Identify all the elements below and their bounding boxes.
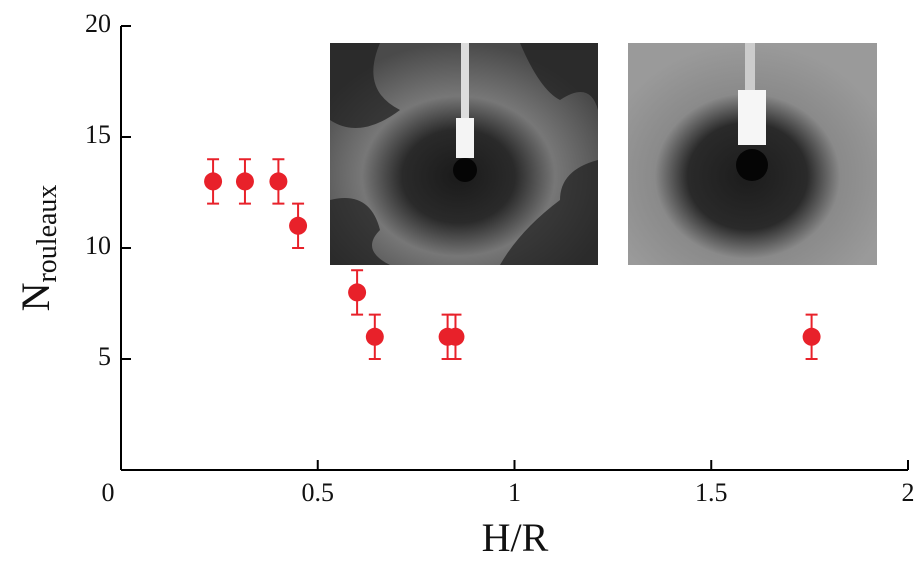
x-tick-label: 1.5 [695,478,728,507]
y-tick-label: 20 [85,9,111,38]
data-point [289,216,308,235]
y-tick-label: 15 [85,120,111,149]
data-point [235,172,254,191]
inset-photo-left [330,43,598,265]
y-tick-label: 10 [85,231,111,260]
x-tick-label: 1 [508,478,521,507]
data-point [446,327,465,346]
x-axis-label: H/R [482,515,549,560]
data-point [204,172,223,191]
y-axis-label: Nrouleaux [13,185,63,312]
x-tick-label: 2 [902,478,915,507]
inset-photo-right [628,43,877,265]
x-tick-label: 0.5 [302,478,335,507]
y-axis-label-main: N [13,283,58,312]
data-point [802,327,821,346]
y-axis-label-subscript: rouleaux [32,185,63,283]
data-point [269,172,288,191]
data-point [365,327,384,346]
data-point [348,283,367,302]
y-tick-label: 5 [98,342,111,371]
x-tick-label: 0 [102,478,115,507]
